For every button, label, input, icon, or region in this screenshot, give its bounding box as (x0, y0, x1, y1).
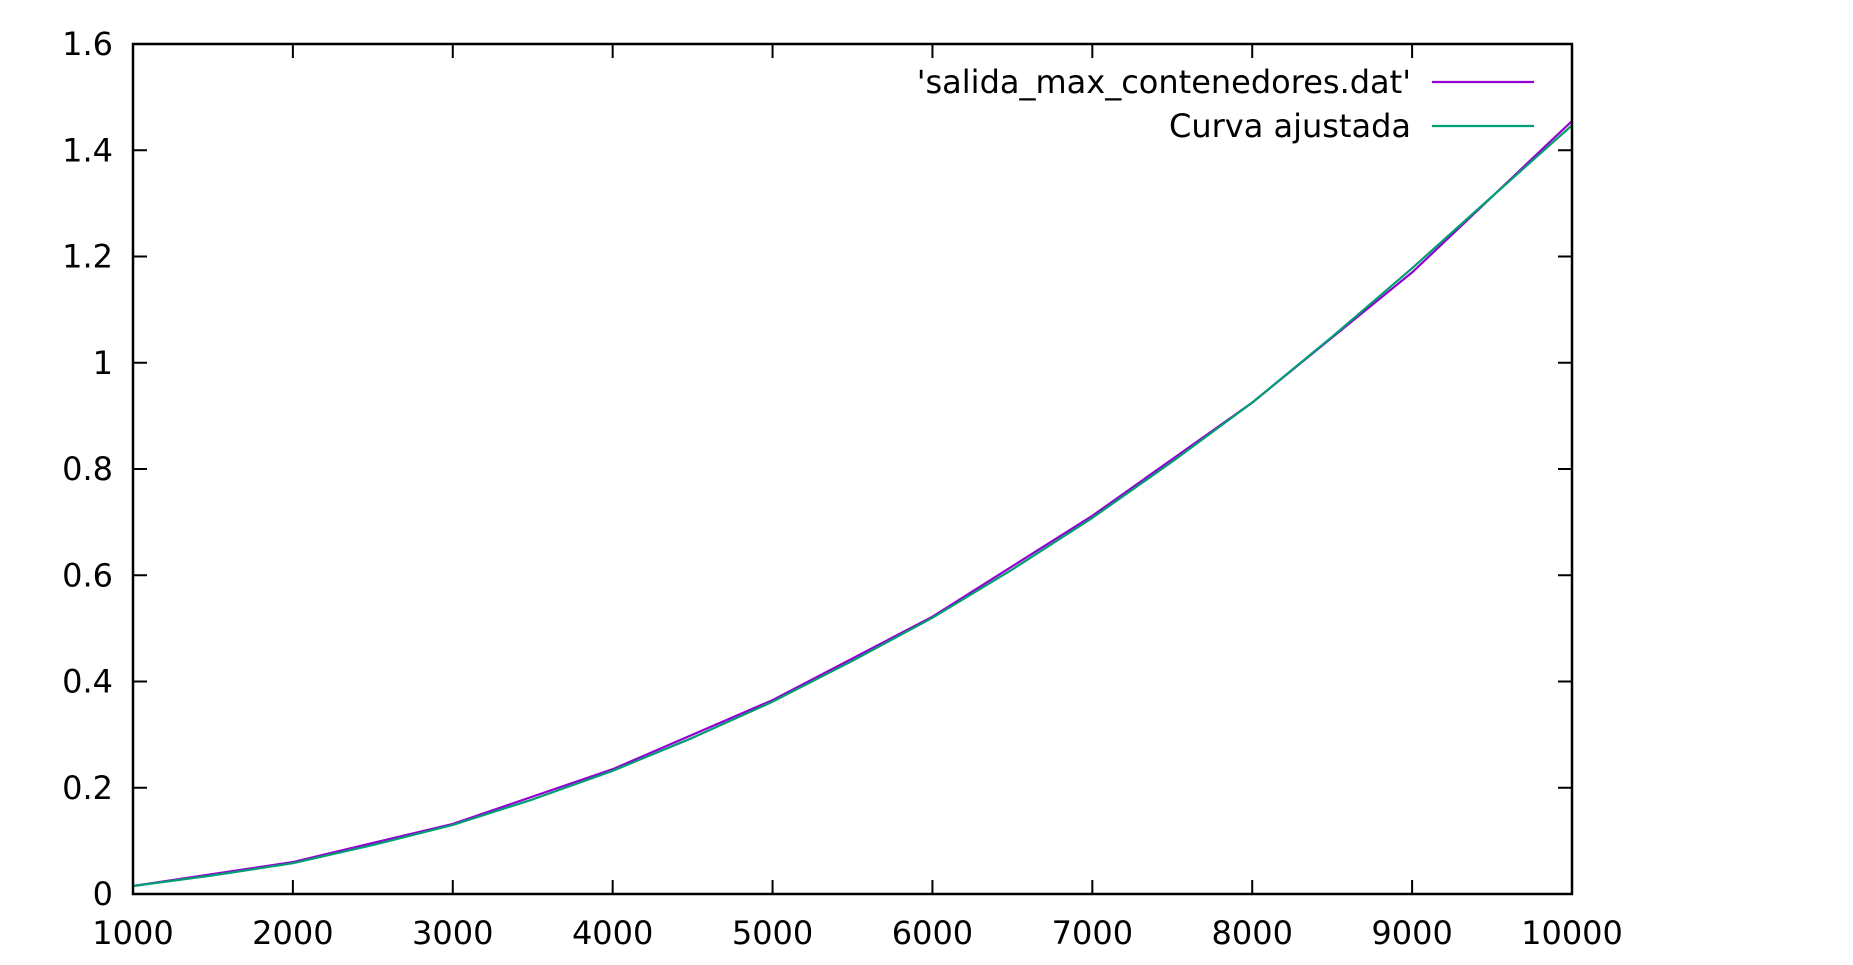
x-tick-label: 9000 (1371, 914, 1452, 952)
x-tick-label: 6000 (892, 914, 973, 952)
legend-label-0: 'salida_max_contenedores.dat' (917, 63, 1411, 101)
y-tick-label: 1.4 (62, 131, 113, 169)
legend: 'salida_max_contenedores.dat' Curva ajust… (917, 63, 1534, 145)
y-tick-label: 0.8 (62, 450, 113, 488)
series-line-1 (132, 124, 1573, 888)
series-layer (132, 120, 1573, 888)
series-line-0 (132, 120, 1573, 888)
y-tick-label: 1 (93, 344, 113, 382)
x-tick-label: 8000 (1212, 914, 1293, 952)
y-tick-label: 0 (93, 875, 113, 913)
y-tick-label: 1.6 (62, 25, 113, 63)
plot-frame (131, 42, 1574, 896)
axes-layer: 1000 2000 3000 4000 5000 6000 7000 8000 9000 1000… (62, 25, 1623, 952)
x-tick-label: 7000 (1052, 914, 1133, 952)
y-tick-label: 0.2 (62, 769, 113, 807)
y-tick-label: 0.6 (62, 556, 113, 594)
x-tick-label: 5000 (732, 914, 813, 952)
y-tick-label: 1.2 (62, 238, 113, 276)
x-tick-label: 4000 (572, 914, 653, 952)
x-tick-label: 10000 (1521, 914, 1623, 952)
x-tick-label: 1000 (92, 914, 173, 952)
y-tick-label: 0.4 (62, 663, 113, 701)
legend-label-1: Curva ajustada (1169, 107, 1411, 145)
x-tick-label: 3000 (412, 914, 493, 952)
x-tick-label: 2000 (252, 914, 333, 952)
